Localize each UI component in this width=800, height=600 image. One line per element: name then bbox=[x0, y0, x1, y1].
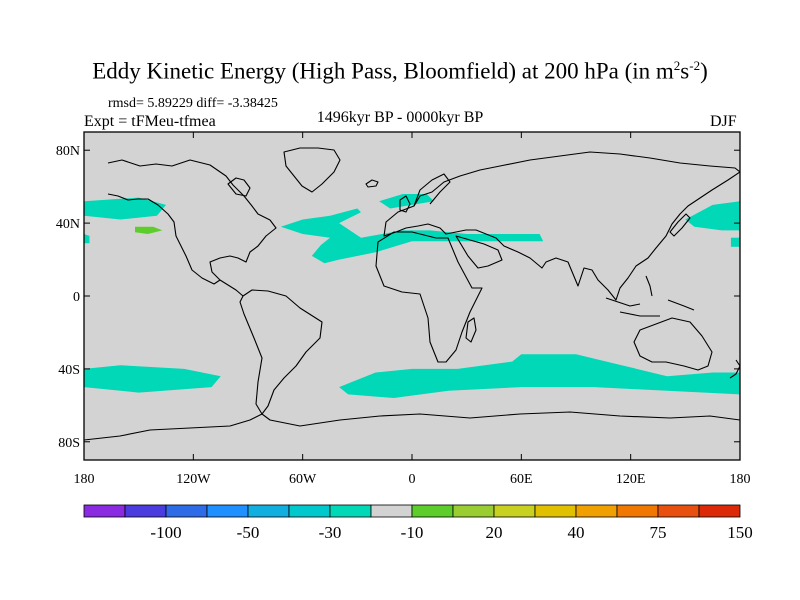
coastline-arabia bbox=[455, 235, 503, 269]
legend-label: -30 bbox=[319, 523, 342, 542]
coastline-japan bbox=[669, 213, 691, 237]
coastline-iceland bbox=[365, 179, 379, 188]
lon-tick-label: 120W bbox=[176, 472, 211, 487]
legend-swatch bbox=[698, 504, 741, 518]
coastline-madagascar bbox=[465, 317, 477, 343]
lon-tick-label: 60W bbox=[289, 472, 317, 487]
lat-tick-label: 40S bbox=[58, 363, 80, 378]
region-north-atlantic-northeast bbox=[379, 194, 434, 209]
title-superscript-2: -2 bbox=[689, 58, 701, 73]
region-north-pacific-west-edge bbox=[84, 234, 90, 244]
lat-tick-label: 40N bbox=[56, 217, 80, 232]
coastline-antarctica bbox=[84, 411, 740, 441]
lon-tick-label: 120E bbox=[616, 472, 646, 487]
lon-tick-label: 0 bbox=[409, 472, 416, 487]
legend-label: -100 bbox=[150, 523, 181, 542]
season-label: DJF bbox=[710, 113, 737, 130]
legend-swatch bbox=[493, 504, 536, 518]
region-north-pacific-east bbox=[84, 197, 166, 220]
lon-tick-label: 180 bbox=[730, 472, 751, 487]
legend-swatch bbox=[83, 504, 126, 518]
legend-label: -10 bbox=[401, 523, 424, 542]
legend-label: 20 bbox=[486, 523, 503, 542]
legend-swatch bbox=[452, 504, 495, 518]
chart-title: Eddy Kinetic Energy (High Pass, Bloomfie… bbox=[0, 58, 800, 85]
legend-swatch bbox=[411, 504, 454, 518]
legend-swatch bbox=[370, 504, 413, 518]
coastline-eurasia bbox=[383, 151, 740, 301]
legend-swatch bbox=[657, 504, 700, 518]
coastlines bbox=[84, 147, 740, 441]
legend-swatch bbox=[288, 504, 331, 518]
region-north-pacific-dateline bbox=[730, 237, 740, 247]
axis-ticks: 80N 40N 0 40S 80S 180 120W 60W 0 60E 120E 180 bbox=[56, 132, 751, 487]
title-close: ) bbox=[700, 58, 708, 84]
region-pacific-positive-spot bbox=[135, 226, 163, 234]
legend-swatch bbox=[616, 504, 659, 518]
lon-tick-label: 60E bbox=[510, 472, 533, 487]
lon-tick-label: 180 bbox=[74, 472, 95, 487]
coastline-hudson-bay bbox=[227, 177, 251, 197]
legend-swatch bbox=[206, 504, 249, 518]
region-southern-ocean-west bbox=[84, 365, 221, 393]
title-superscript-1: 2 bbox=[673, 58, 681, 73]
legend-swatch bbox=[165, 504, 208, 518]
coastline-new-zealand bbox=[729, 359, 740, 379]
legend-swatch bbox=[124, 504, 167, 518]
experiment-label: Expt = tFMeu-tfmea bbox=[84, 113, 216, 130]
coastline-australia bbox=[633, 317, 713, 371]
legend-label: -50 bbox=[237, 523, 260, 542]
coastline-indonesia bbox=[605, 275, 695, 317]
coastline-scandinavia bbox=[413, 173, 451, 207]
legend-label: 40 bbox=[568, 523, 585, 542]
region-southern-ocean-east bbox=[339, 354, 740, 398]
coastline-africa bbox=[375, 231, 483, 363]
lat-tick-label: 0 bbox=[73, 290, 80, 305]
legend-swatch bbox=[329, 504, 372, 518]
coastline-south-america bbox=[239, 289, 323, 415]
legend-swatch bbox=[247, 504, 290, 518]
coastline-north-america bbox=[107, 159, 277, 285]
legend-swatch bbox=[575, 504, 618, 518]
legend-label: 150 bbox=[727, 523, 753, 542]
legend-label: 75 bbox=[650, 523, 667, 542]
legend-swatch bbox=[534, 504, 577, 518]
coastline-british-isles bbox=[399, 195, 411, 213]
coastline-greenland bbox=[283, 147, 341, 193]
region-north-pacific-west bbox=[685, 201, 740, 231]
color-legend: -100 -50 -30 -10 20 40 75 150 bbox=[83, 504, 753, 542]
stats-text: rmsd= 5.89229 diff= -3.38425 bbox=[108, 96, 278, 111]
period-label: 1496kyr BP - 0000kyr BP bbox=[316, 109, 484, 126]
lat-tick-label: 80N bbox=[56, 144, 80, 159]
title-unit-s: s bbox=[680, 58, 690, 84]
map-background bbox=[84, 132, 740, 460]
title-main: Eddy Kinetic Energy (High Pass, Bloomfie… bbox=[92, 58, 674, 84]
lat-tick-label: 80S bbox=[58, 436, 80, 451]
region-north-atlantic bbox=[280, 208, 544, 264]
coastline-central-america bbox=[219, 279, 244, 297]
anomaly-regions bbox=[84, 194, 740, 398]
